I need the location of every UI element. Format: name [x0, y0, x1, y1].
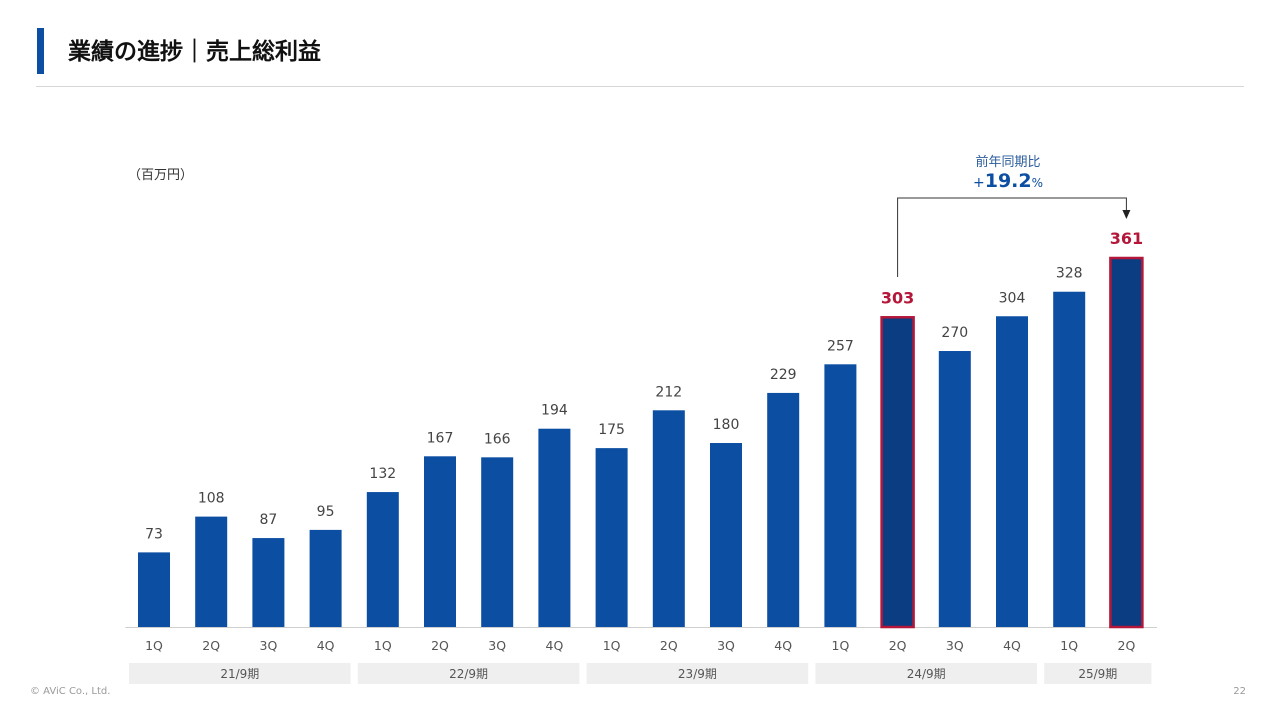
- yoy-sign: +: [972, 175, 985, 191]
- bar: [481, 457, 514, 627]
- data-label: 212: [655, 384, 682, 400]
- highlighted-bar: [1109, 256, 1144, 629]
- period-label: 21/9期: [220, 667, 259, 681]
- data-label: 304: [999, 290, 1026, 306]
- period-label: 25/9期: [1078, 667, 1117, 681]
- bar: [767, 392, 800, 627]
- data-label: 303: [881, 288, 914, 307]
- yoy-connector: [897, 197, 1127, 277]
- data-label: 95: [317, 504, 335, 520]
- data-label: 361: [1110, 229, 1143, 248]
- data-label: 175: [598, 422, 625, 438]
- x-tick-label: 4Q: [1003, 638, 1021, 653]
- bar: [710, 443, 742, 627]
- header-divider: [36, 86, 1244, 87]
- bar: [538, 428, 571, 627]
- data-label: 257: [827, 338, 854, 354]
- period-band: [586, 663, 809, 684]
- x-tick-label: 3Q: [260, 638, 278, 653]
- bar: [652, 410, 685, 627]
- data-label: 180: [713, 417, 740, 433]
- period-label: 23/9期: [678, 667, 717, 681]
- x-tick-label: 2Q: [1118, 638, 1136, 653]
- x-tick-label: 4Q: [317, 638, 335, 653]
- yoy-arrowhead: [1122, 210, 1131, 219]
- data-label: 166: [484, 431, 511, 447]
- period-band: [357, 663, 580, 684]
- data-label: 194: [541, 403, 568, 419]
- page-number: 22: [1233, 686, 1246, 697]
- x-tick-label: 1Q: [832, 638, 850, 653]
- bar: [138, 552, 170, 627]
- x-tick-label: 2Q: [660, 638, 678, 653]
- x-tick-label: 1Q: [1060, 638, 1078, 653]
- x-tick-label: 2Q: [889, 638, 907, 653]
- x-tick-label: 1Q: [603, 638, 621, 653]
- copyright: © AViC Co., Ltd.: [30, 686, 111, 697]
- data-label: 73: [145, 526, 163, 542]
- bar: [252, 538, 285, 627]
- bar: [1053, 291, 1086, 627]
- period-band: [129, 663, 351, 684]
- data-label: 87: [259, 512, 277, 528]
- data-label: 270: [941, 325, 968, 341]
- x-tick-label: 4Q: [546, 638, 564, 653]
- period-label: 24/9期: [907, 667, 946, 681]
- data-label: 108: [198, 491, 225, 507]
- yoy-number: 19.2: [984, 170, 1032, 192]
- x-tick-label: 4Q: [774, 638, 792, 653]
- data-label: 132: [369, 466, 396, 482]
- x-tick-label: 3Q: [717, 638, 735, 653]
- bar: [195, 516, 228, 627]
- yoy-percent: %: [1031, 176, 1044, 190]
- bar: [996, 316, 1028, 627]
- yoy-label: 前年同期比: [975, 155, 1041, 170]
- data-label: 229: [770, 367, 797, 383]
- x-tick-label: 2Q: [431, 638, 449, 653]
- x-tick-label: 3Q: [488, 638, 506, 653]
- title-accent-bar: [37, 28, 44, 74]
- x-tick-label: 1Q: [145, 638, 163, 653]
- x-tick-label: 2Q: [202, 638, 220, 653]
- x-tick-label: 1Q: [374, 638, 392, 653]
- bar: [366, 492, 399, 627]
- data-label: 167: [427, 430, 454, 446]
- yoy-value: +19.2%: [948, 170, 1068, 192]
- page-title: 業績の進捗｜売上総利益: [68, 39, 321, 65]
- period-band: [1044, 663, 1152, 684]
- period-band: [815, 663, 1037, 684]
- x-tick-label: 3Q: [946, 638, 964, 653]
- bar: [595, 448, 628, 627]
- bar: [309, 529, 342, 627]
- highlighted-bar: [880, 316, 915, 629]
- bar: [824, 364, 857, 627]
- data-label: 328: [1056, 266, 1083, 282]
- period-label: 22/9期: [449, 667, 488, 681]
- bar: [424, 456, 456, 627]
- bar: [938, 351, 971, 627]
- unit-label: （百万円）: [128, 168, 194, 183]
